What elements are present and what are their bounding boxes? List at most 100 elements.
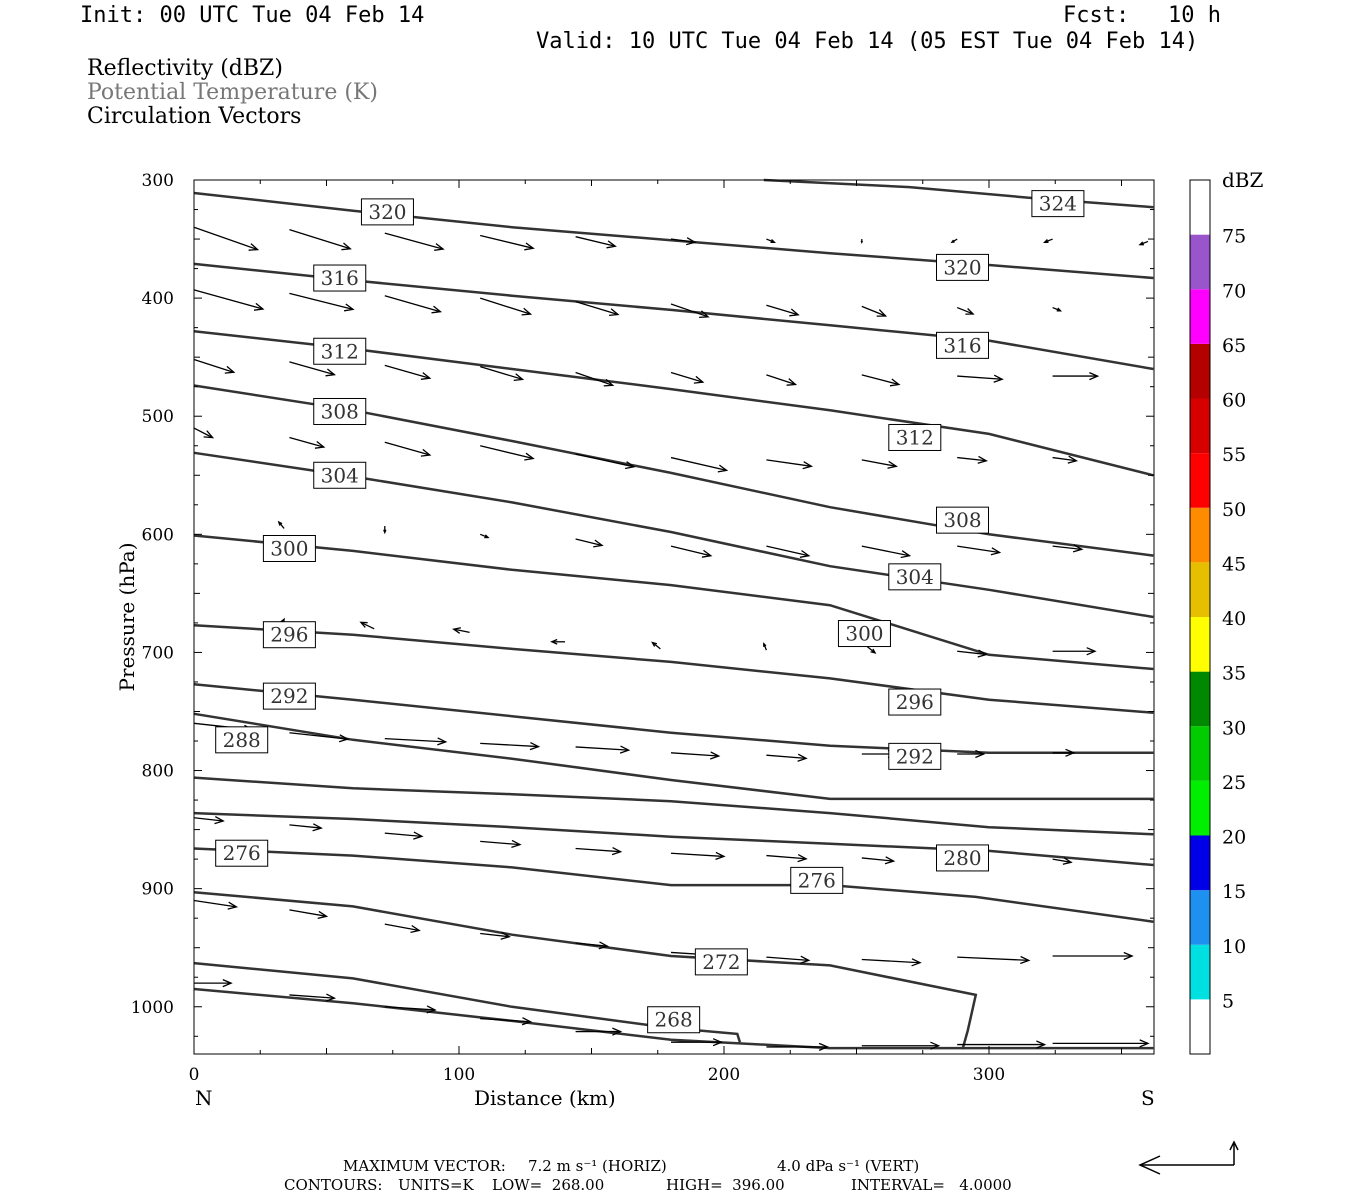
- contour-292: [193, 683, 1154, 755]
- svg-text:276: 276: [798, 868, 836, 892]
- contour-label: 292: [888, 742, 942, 770]
- svg-text:320: 320: [368, 200, 406, 224]
- vector-arrow: [277, 520, 285, 529]
- y-tick-label: 800: [142, 762, 174, 782]
- x-end-label-north: N: [195, 1086, 213, 1110]
- colorbar-segment: [1190, 890, 1210, 945]
- vector-arrow: [289, 823, 323, 832]
- contours-low: LOW= 268.00: [492, 1176, 605, 1194]
- colorbar-label: 50: [1222, 499, 1246, 521]
- colorbar-label: 70: [1222, 280, 1246, 302]
- colorbar-segment: [1190, 726, 1210, 781]
- contours-high: HIGH= 396.00: [666, 1176, 785, 1194]
- colorbar-segment: [1190, 453, 1210, 508]
- y-tick-label: 300: [142, 171, 174, 191]
- contour-label: 296: [888, 688, 942, 716]
- colorbar-segment: [1190, 289, 1210, 344]
- contour-288: [193, 712, 1154, 801]
- svg-text:320: 320: [943, 255, 981, 279]
- vector-arrow: [1052, 455, 1079, 464]
- vector-arrow: [384, 364, 432, 380]
- vector-arrow: [1052, 748, 1076, 757]
- vector-arrow: [575, 847, 623, 856]
- svg-text:308: 308: [321, 399, 359, 423]
- vector-arrow: [193, 289, 265, 311]
- svg-text:292: 292: [270, 684, 308, 708]
- contour-label: 312: [888, 423, 942, 451]
- contour-labels: 324 320 320 316 316 312 312 308 308 304 304 300 300 2…: [215, 190, 1085, 1034]
- vector-arrow: [193, 226, 260, 251]
- field-potential-temperature: Potential Temperature (K): [87, 80, 378, 105]
- colorbar-segment: [1190, 617, 1210, 672]
- vector-arrow: [861, 1041, 941, 1050]
- svg-text:304: 304: [896, 565, 934, 589]
- vector-arrow: [550, 638, 565, 645]
- vector-arrow: [671, 1038, 724, 1047]
- contour-label: 288: [215, 726, 269, 754]
- vector-arrow: [384, 295, 442, 314]
- contours-interval: INTERVAL= 4.0000: [851, 1176, 1012, 1194]
- contour-label: 312: [313, 337, 367, 365]
- vector-arrow: [860, 239, 863, 244]
- vector-arrow: [861, 374, 901, 387]
- colorbar-segment: [1190, 234, 1210, 290]
- vector-arrow: [452, 627, 470, 634]
- vector-arrow: [670, 371, 705, 384]
- contour-label: 268: [647, 1006, 701, 1034]
- vector-arrow: [1043, 238, 1053, 243]
- colorbar-segment: [1190, 180, 1210, 235]
- vector-arrow: [866, 646, 877, 654]
- vector-arrow: [193, 816, 225, 825]
- vector-arrow: [957, 1040, 1047, 1049]
- y-tick-label: 600: [142, 525, 174, 545]
- vector-arrow: [480, 234, 535, 251]
- vector-arrow: [1052, 544, 1084, 553]
- contour-296: [193, 624, 1154, 714]
- vector-arrow: [575, 371, 615, 387]
- vector-arrow: [766, 374, 798, 386]
- vector-arrow: [194, 979, 233, 988]
- svg-text:296: 296: [270, 623, 308, 647]
- vector-arrow: [861, 856, 896, 865]
- vector-arrow: [384, 1005, 437, 1014]
- colorbar-label: 35: [1222, 663, 1246, 685]
- vector-arrow: [651, 641, 661, 650]
- max-vector-horiz: 7.2 m s⁻¹ (HORIZ): [528, 1157, 667, 1175]
- svg-text:316: 316: [321, 266, 359, 290]
- contour-276: [193, 847, 1154, 923]
- vector-arrow: [384, 831, 424, 840]
- circulation-vectors: [193, 226, 1150, 1051]
- vector-arrow: [950, 238, 958, 244]
- field-reflectivity: Reflectivity (dBZ): [87, 56, 283, 81]
- vector-arrow: [766, 238, 776, 243]
- x-tick-label: 100: [443, 1065, 475, 1085]
- colorbar-label: 40: [1222, 608, 1246, 630]
- contour-label: 300: [837, 620, 891, 648]
- vector-arrow: [289, 993, 337, 1002]
- vector-arrow: [766, 753, 808, 762]
- colorbar-label: 60: [1222, 390, 1246, 412]
- contour-268: [193, 961, 742, 1043]
- colorbar-label: 20: [1222, 827, 1246, 849]
- contour-label: 272: [694, 948, 748, 976]
- vector-arrow: [384, 923, 421, 934]
- vector-arrow: [766, 955, 811, 964]
- svg-text:312: 312: [896, 425, 934, 449]
- vector-arrow: [766, 459, 814, 470]
- vector-arrow: [480, 445, 535, 461]
- vector-arrow: [1052, 647, 1097, 656]
- vector-arrow: [384, 737, 448, 746]
- contours-units: UNITS=K: [398, 1176, 474, 1194]
- vector-arrow: [670, 456, 729, 473]
- vector-arrow: [480, 297, 533, 316]
- vector-arrow: [766, 304, 800, 317]
- reference-vector-icon: [1138, 1140, 1239, 1175]
- contour-label: 276: [790, 866, 844, 894]
- colorbar-segment: [1190, 999, 1210, 1054]
- vector-arrow: [289, 436, 326, 449]
- contour-label: 316: [313, 264, 367, 292]
- plot-frame: [193, 179, 1155, 1055]
- vector-arrow: [480, 742, 541, 751]
- forecast-label: Fcst:: [1063, 3, 1130, 28]
